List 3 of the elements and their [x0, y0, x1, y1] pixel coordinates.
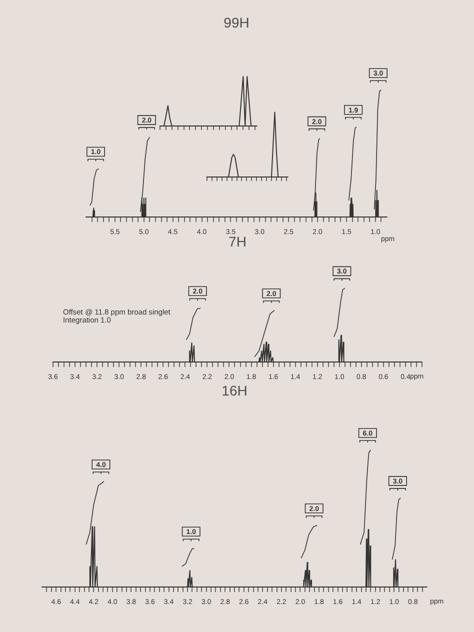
chart-title: 99H — [224, 14, 250, 30]
chart-title: 16H — [222, 382, 248, 398]
chart-title: 7H — [228, 233, 246, 250]
